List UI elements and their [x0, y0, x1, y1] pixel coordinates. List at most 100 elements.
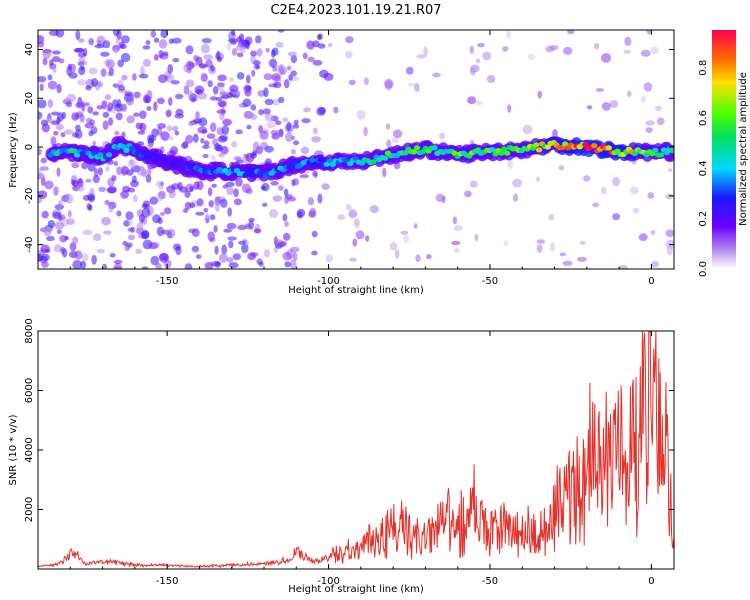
- spectrogram-cell: [133, 194, 138, 203]
- y-tick-label: 2000: [24, 497, 35, 522]
- spectrogram-cell: [300, 146, 310, 155]
- spectrogram-cell: [197, 126, 208, 134]
- ridge-core: [149, 151, 156, 157]
- spectrogram-cell: [235, 129, 243, 135]
- spectrogram-cell: [302, 52, 308, 60]
- spectrogram-cell: [174, 93, 184, 100]
- spectrogram-ticks: -150 -100 -50 0 -40 -20 0 20 40: [24, 30, 674, 287]
- spectrogram-cell: [145, 40, 151, 45]
- spectrogram-cell: [583, 175, 591, 182]
- spectrogram-cell: [405, 66, 414, 75]
- spectrogram-cell: [293, 119, 299, 125]
- spectrogram-cell: [241, 243, 249, 254]
- spectrogram-cell: [41, 253, 50, 262]
- ridge-core: [489, 147, 496, 153]
- x-tick-label: -150: [156, 276, 179, 287]
- spectrogram-cell: [453, 248, 460, 253]
- spectrogram-cell: [142, 45, 151, 50]
- spectrogram-cell: [317, 193, 323, 204]
- spectrogram-cell: [218, 152, 225, 158]
- spectrogram-cell: [232, 253, 241, 261]
- spectrogram-cell: [258, 109, 264, 116]
- spectrogram-cell: [227, 236, 237, 241]
- y-tick-label: 8000: [24, 318, 35, 343]
- spectrogram-cell: [321, 183, 330, 191]
- spectrogram-cell: [486, 74, 496, 84]
- spectrogram-cell: [132, 73, 137, 81]
- spectrogram-cell: [167, 135, 174, 141]
- spectrogram-cell: [233, 188, 239, 198]
- spectrogram-cell: [120, 190, 129, 199]
- spectrogram-cell: [394, 249, 400, 259]
- spectrogram-cell: [268, 59, 275, 67]
- spectrogram-cell: [214, 245, 219, 255]
- spectrogram-cell: [51, 50, 61, 55]
- ridge-core: [129, 145, 136, 151]
- spectrogram-cell: [207, 231, 215, 242]
- colorbar-tick-label: 0.6: [698, 110, 709, 126]
- spectrogram-cell: [202, 153, 209, 159]
- spectrogram-cell: [278, 185, 284, 191]
- snr-ticks: -150 -100 -50 0 2000 4000 6000 8000: [24, 318, 674, 587]
- spectrogram-cell: [230, 30, 236, 36]
- spectrogram-cell: [75, 129, 83, 139]
- spectrogram-cell: [256, 48, 263, 57]
- x-tick-label: -50: [482, 276, 498, 287]
- spectrogram-cell: [223, 228, 233, 233]
- spectrogram-cell: [262, 202, 268, 207]
- spectrogram-cell: [269, 208, 279, 218]
- spectrogram-cell: [271, 47, 279, 56]
- spectrogram-cell: [263, 248, 271, 258]
- spectrogram-cell: [192, 133, 199, 143]
- spectrogram-cell: [287, 196, 297, 202]
- spectrogram-cell: [56, 167, 61, 177]
- spectrogram-cell: [235, 177, 243, 187]
- spectrogram-cell: [92, 175, 100, 184]
- spectrogram-cell: [158, 49, 164, 59]
- spectrogram-cell: [172, 125, 179, 132]
- spectrogram-cell: [205, 212, 210, 220]
- spectrogram-cell: [656, 117, 665, 126]
- spectrogram-cell: [166, 125, 173, 132]
- spectrogram-cell: [156, 97, 165, 105]
- spectrogram-cell: [113, 160, 118, 167]
- spectrogram-cell: [307, 197, 314, 206]
- spectrogram-cell: [116, 210, 122, 217]
- spectrogram-cell: [507, 104, 512, 113]
- spectrogram-cell: [236, 36, 243, 43]
- spectrogram-cell: [40, 119, 49, 127]
- spectrogram-cell: [114, 131, 120, 136]
- spectrogram-cell: [189, 202, 195, 209]
- spectrogram-cell: [47, 80, 58, 90]
- spectrogram-cell: [250, 104, 257, 111]
- spectrogram-cell: [44, 180, 54, 190]
- spectrogram-cell: [108, 205, 113, 213]
- spectrogram-cell: [198, 117, 208, 127]
- spectrogram-cell: [423, 46, 428, 57]
- spectrogram-cell: [127, 234, 136, 240]
- spectrogram-cell: [199, 63, 209, 69]
- spectrogram-cell: [290, 55, 298, 64]
- spectrogram-cell: [579, 241, 586, 245]
- spectrogram-cell: [69, 242, 77, 252]
- spectrogram-cell: [87, 162, 96, 172]
- spectrogram-cell: [167, 228, 176, 239]
- spectrogram-cell: [200, 73, 208, 82]
- spectrogram-cell: [79, 113, 85, 123]
- spectrogram-cell: [303, 107, 311, 113]
- spectrogram-cell: [505, 30, 512, 39]
- spectrogram-cell: [151, 128, 159, 138]
- spectrogram-cell: [369, 205, 379, 214]
- spectrogram-cell: [595, 88, 605, 92]
- spectrogram-cell: [80, 60, 88, 66]
- spectrogram-cell: [226, 42, 232, 51]
- spectrogram-cell: [203, 140, 210, 146]
- colorbar-ticks: 0.0 0.2 0.4 0.6 0.8: [698, 60, 709, 277]
- spectrogram-cell: [382, 167, 387, 178]
- spectrogram-cell: [237, 52, 244, 58]
- spectrogram-cell: [558, 165, 565, 171]
- ridge-core: [591, 143, 598, 149]
- ridge-core: [317, 157, 325, 163]
- spectrogram-cell: [41, 261, 49, 268]
